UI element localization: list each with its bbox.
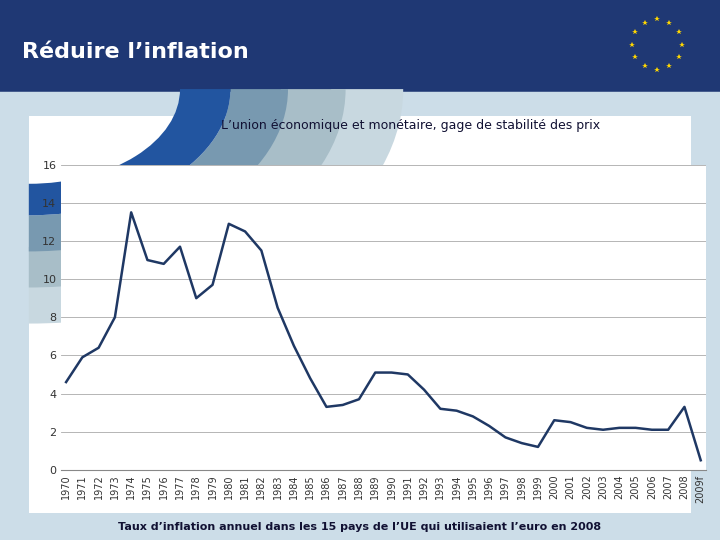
Wedge shape — [29, 89, 403, 323]
Wedge shape — [29, 89, 230, 215]
Wedge shape — [29, 89, 346, 287]
Wedge shape — [29, 89, 288, 252]
Text: L’union économique et monétaire, gage de stabilité des prix: L’union économique et monétaire, gage de… — [221, 119, 600, 132]
Bar — [29, 116, 691, 513]
FancyBboxPatch shape — [0, 0, 720, 92]
Text: Réduire l’inflation: Réduire l’inflation — [22, 42, 248, 62]
Text: Taux d’inflation annuel dans les 15 pays de l’UE qui utilisaient l’euro en 2008: Taux d’inflation annuel dans les 15 pays… — [118, 522, 602, 531]
